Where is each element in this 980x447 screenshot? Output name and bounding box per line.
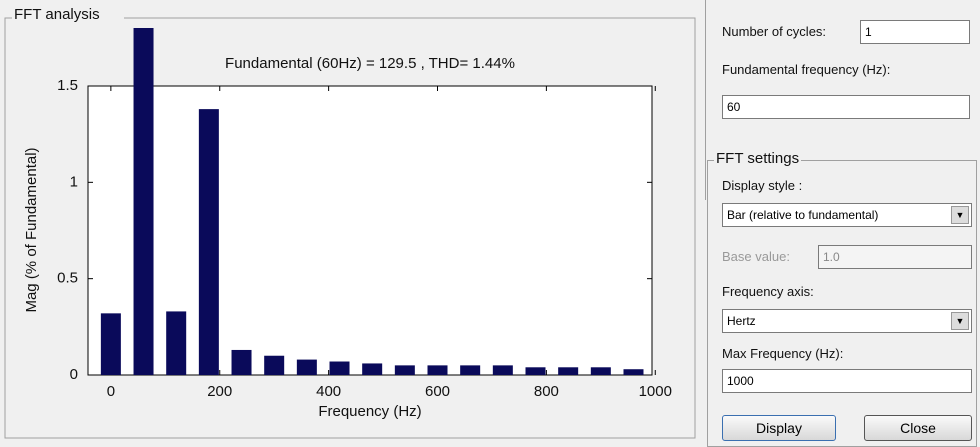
bar [362,363,383,375]
bar [394,365,415,375]
bar [329,361,350,375]
bar [623,369,644,375]
y-tick-label: 1 [70,173,78,190]
fund-freq-label: Fundamental frequency (Hz): [722,62,891,77]
bar [198,109,219,376]
base-value-input: 1.0 [818,245,972,269]
max-freq-label: Max Frequency (Hz): [722,346,844,361]
x-axis-label: Frequency (Hz) [318,403,421,420]
y-tick-label: 0.5 [57,270,78,287]
settings-title: FFT settings [714,150,802,167]
y-axis-label: Mag (% of Fundamental) [23,147,40,312]
bar [231,349,252,375]
x-tick-label: 0 [107,383,115,400]
dropdown-arrow: ▼ [951,312,969,330]
close-button[interactable]: Close [864,415,972,441]
group-frame [4,17,696,439]
dropdown-arrow: ▼ [951,206,969,224]
x-tick-label: 400 [316,383,341,400]
bar [100,313,121,375]
bar [133,28,154,375]
bar [492,365,513,375]
freq-axis-select[interactable]: Hertz ▼ [722,309,972,333]
bar [558,367,579,375]
group-title: FFT analysis [14,6,100,23]
bar [166,311,187,375]
bar [296,359,317,375]
chart: FFT analysis Fundamental (60Hz) = 129.5 … [4,6,696,439]
bar [525,367,546,375]
y-tick-label: 1.5 [57,77,78,94]
cycles-label: Number of cycles: [722,24,827,39]
cycles-input[interactable]: 1 [860,20,970,44]
display-style-select[interactable]: Bar (relative to fundamental) ▼ [722,203,972,227]
chart-title: Fundamental (60Hz) = 129.5 , THD= 1.44% [225,55,515,72]
display-style-label: Display style : [722,178,803,193]
bar [460,365,481,375]
y-tick-label: 0 [70,366,78,383]
display-button[interactable]: Display [722,415,836,441]
group-title-bg [12,8,124,24]
freq-axis-value: Hertz [727,314,756,328]
x-tick-label: 200 [207,383,232,400]
display-style-value: Bar (relative to fundamental) [727,208,879,222]
x-tick-label: 800 [534,383,559,400]
bar [264,355,285,375]
fund-freq-input[interactable]: 60 [722,95,970,119]
separator [705,0,706,200]
freq-axis-label: Frequency axis: [722,284,814,299]
max-freq-input[interactable]: 1000 [722,369,972,393]
base-value-label: Base value: [722,249,790,264]
x-tick-label: 1000 [639,383,672,400]
bar [590,367,611,375]
bar [427,365,448,375]
x-tick-label: 600 [425,383,450,400]
